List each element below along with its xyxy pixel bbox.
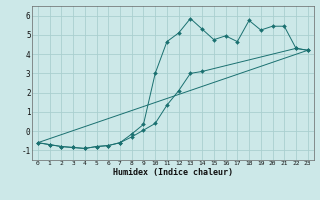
X-axis label: Humidex (Indice chaleur): Humidex (Indice chaleur) — [113, 168, 233, 177]
